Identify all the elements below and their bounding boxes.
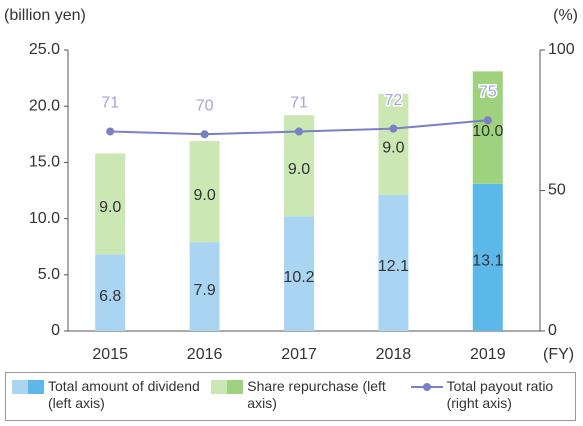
bar-segment [189,141,220,243]
line-value-label: 72 [385,92,403,109]
value-label: 9.0 [99,199,121,216]
line-point [483,116,492,125]
line-point [389,124,398,133]
legend-label: Total payout ratio (right axis) [446,378,554,411]
swatch-part [12,380,28,394]
y2-axis-label: (%) [553,7,578,24]
legend-swatch [211,380,244,394]
bar-segment [189,242,220,331]
legend-label: Share repurchase (left axis) [247,378,386,411]
bar-segment [472,71,503,184]
y2-tick-label: 100 [548,41,575,58]
legend-item: Total payout ratio (right axis) [405,373,575,420]
value-label: 10.0 [472,123,503,140]
value-label: 9.0 [382,140,404,157]
bar-segment [284,216,314,331]
legend: Total amount of dividend (left axis) Shar… [5,372,576,421]
line-point [200,130,209,139]
bar-segment [95,153,126,255]
bar-segment [378,194,409,331]
line-value-label: 75 [479,83,497,100]
y2-tick-label: 0 [548,322,557,339]
y-tick-label: 10.0 [29,210,60,227]
y-tick-label: 15.0 [29,154,60,171]
legend-label: Total amount of dividend (left axis) [48,378,200,411]
value-label: 13.1 [472,253,503,270]
bar-segment [472,183,503,331]
x-tick-label: 2018 [376,346,412,363]
x-tick-label: 2017 [281,346,317,363]
legend-item: Share repurchase (left axis) [205,373,404,420]
value-label: 9.0 [193,187,215,204]
value-label: 9.0 [288,161,310,178]
x-tick-label: 2019 [470,346,506,363]
chart: (billion yen) (%) (FY) 0 5.0 10.0 15.0 20.0 2… [4,7,578,363]
line-value-label: 71 [101,95,119,112]
swatch-part [211,380,228,394]
legend-swatch [410,380,443,394]
legend-item: Total amount of dividend (left axis) [6,373,205,420]
y-axis-label: (billion yen) [4,7,86,24]
value-label: 7.9 [193,282,215,299]
legend-swatch [12,380,44,394]
line-value-label: 70 [196,98,214,115]
line-point [106,127,115,136]
swatch-part [227,380,244,394]
y2-tick-label: 50 [548,182,566,199]
swatch-part [28,380,44,394]
y-tick-label: 20.0 [29,97,60,114]
bar-segment [378,93,409,195]
line-swatch [410,383,443,391]
x-tick-label: 2016 [187,346,223,363]
value-label: 10.2 [283,269,314,286]
x-unit: (FY) [543,346,574,363]
y-tick-label: 25.0 [29,41,60,58]
line-point [295,127,303,136]
value-label: 12.1 [378,258,409,275]
value-label: 6.8 [99,288,121,305]
x-tick-label: 2015 [92,346,128,363]
y-tick-label: 0 [51,322,60,339]
line-value-label: 71 [290,95,308,112]
bar-segment [95,254,126,331]
y-tick-label: 5.0 [38,266,60,283]
